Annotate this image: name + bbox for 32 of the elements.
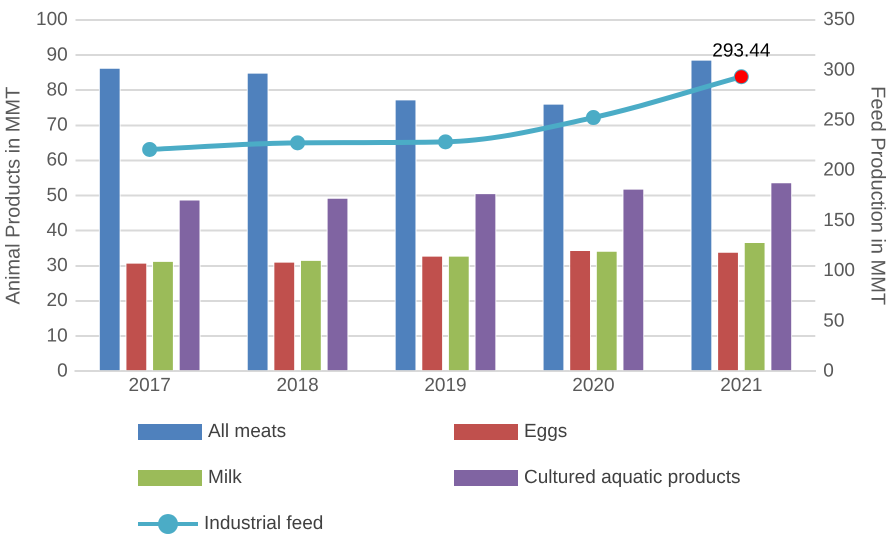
y-tick-label: 0 bbox=[57, 360, 68, 382]
legend-label: Industrial feed bbox=[204, 513, 324, 535]
y2-tick-label: 200 bbox=[823, 160, 855, 181]
y2-tick-label: 250 bbox=[823, 110, 855, 131]
y2-tick-label: 300 bbox=[823, 59, 855, 80]
x-tick-label: 2017 bbox=[128, 374, 171, 396]
legend-label: Cultured aquatic products bbox=[524, 467, 741, 489]
y-tick-label: 30 bbox=[46, 255, 68, 276]
y-axis-title: Animal Products in MMT bbox=[2, 86, 25, 305]
y-tick-label: 60 bbox=[46, 150, 68, 171]
y-tick-label: 10 bbox=[46, 325, 68, 346]
legend-label: Eggs bbox=[524, 421, 568, 443]
x-tick-label: 2021 bbox=[720, 374, 762, 396]
legend-label: All meats bbox=[208, 421, 286, 443]
y2-tick-label: 100 bbox=[823, 260, 855, 282]
y2-tick-label: 350 bbox=[823, 9, 855, 30]
y-tick-label: 50 bbox=[46, 184, 68, 206]
y2-tick-label: 50 bbox=[823, 310, 844, 332]
y2-tick-label: 150 bbox=[823, 210, 855, 231]
x-tick-label: 2018 bbox=[276, 374, 319, 396]
x-tick-label: 2020 bbox=[572, 374, 615, 396]
x-tick-label: 2019 bbox=[424, 374, 467, 396]
y-tick-label: 40 bbox=[46, 220, 68, 241]
legend-label: Milk bbox=[208, 467, 242, 489]
y-tick-label: 80 bbox=[46, 79, 68, 100]
y-tick-label: 90 bbox=[46, 44, 68, 66]
y2-axis-title: Feed Production in MMT bbox=[866, 86, 888, 306]
y-tick-label: 20 bbox=[46, 290, 68, 312]
data-label: 293.44 bbox=[712, 40, 771, 62]
y2-tick-label: 0 bbox=[823, 360, 834, 382]
y-tick-label: 70 bbox=[46, 114, 68, 136]
y-tick-label: 100 bbox=[36, 9, 68, 30]
